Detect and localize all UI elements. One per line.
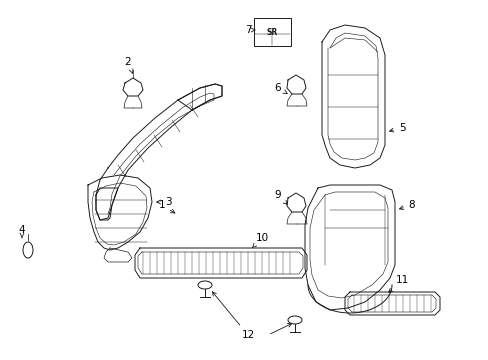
Text: 3: 3	[156, 197, 171, 207]
Text: 2: 2	[124, 57, 133, 73]
Text: 12: 12	[212, 292, 254, 340]
Text: 8: 8	[399, 200, 414, 210]
Text: SR: SR	[266, 27, 277, 36]
Text: 5: 5	[389, 123, 405, 133]
Text: 9: 9	[274, 190, 287, 204]
Text: 1: 1	[159, 200, 175, 213]
Text: 11: 11	[388, 275, 408, 292]
Text: 4: 4	[19, 225, 25, 238]
Text: 6: 6	[274, 83, 286, 94]
Text: 7: 7	[244, 25, 255, 35]
Text: 10: 10	[252, 233, 268, 248]
